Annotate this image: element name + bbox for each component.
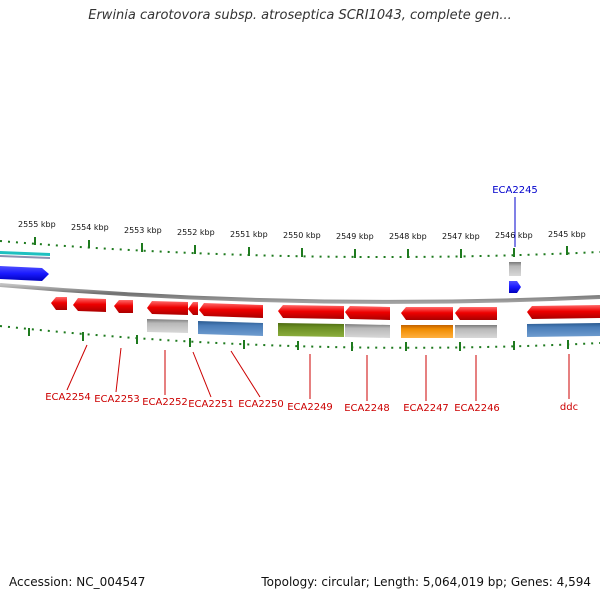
- scale-labels: 2555 kbp 2554 kbp 2553 kbp 2552 kbp 2551…: [18, 220, 586, 241]
- gene-eca2254[interactable]: [51, 297, 67, 310]
- gene-label-eca2250[interactable]: ECA2250: [238, 399, 284, 410]
- gene-label-eca2249[interactable]: ECA2249: [287, 402, 333, 413]
- leader-eca2253: [115, 347, 122, 393]
- leader-eca2250: [230, 350, 261, 398]
- green-feature-eca2249[interactable]: [278, 323, 344, 337]
- scale-label: 2546 kbp: [495, 231, 533, 240]
- leader-lines: [66, 197, 570, 401]
- gene-label-eca2252[interactable]: ECA2252: [142, 397, 188, 408]
- genome-summary: Topology: circular; Length: 5,064,019 bp…: [261, 575, 591, 589]
- gene-label-eca2247[interactable]: ECA2247: [403, 403, 449, 414]
- gene-eca2251b[interactable]: [188, 302, 198, 315]
- blue-feature-ddc[interactable]: [527, 323, 600, 337]
- gene-label-eca2248[interactable]: ECA2248: [344, 403, 390, 414]
- reverse-strand-genes[interactable]: [51, 297, 600, 320]
- scale-label: 2550 kbp: [283, 231, 321, 240]
- gene-ddc[interactable]: [527, 305, 600, 319]
- left-edge-features[interactable]: [0, 251, 50, 281]
- gene-eca2249[interactable]: [278, 305, 344, 319]
- scale-label: 2545 kbp: [548, 230, 586, 239]
- scale-label: 2551 kbp: [230, 230, 268, 239]
- scale-label: 2549 kbp: [336, 232, 374, 241]
- eca2245-features[interactable]: [509, 262, 521, 293]
- gene-label-eca2253[interactable]: ECA2253: [94, 394, 140, 405]
- gene-label-eca2251[interactable]: ECA2251: [188, 399, 234, 410]
- blue-forward-arrow[interactable]: [0, 266, 49, 281]
- cyan-feature[interactable]: [0, 251, 50, 256]
- gene-label-ddc[interactable]: ddc: [560, 402, 578, 413]
- gene-eca2246[interactable]: [455, 307, 497, 320]
- gene-label-eca2254[interactable]: ECA2254: [45, 392, 91, 403]
- scale-label: 2553 kbp: [124, 226, 162, 235]
- blue-feature-eca2250[interactable]: [198, 321, 263, 336]
- gene-labels[interactable]: ECA2254 ECA2253 ECA2252 ECA2251 ECA2250 …: [45, 185, 578, 414]
- scale-label: 2548 kbp: [389, 232, 427, 241]
- gray-feature-eca2246[interactable]: [455, 325, 497, 338]
- map-title: Erwinia carotovora subsp. atroseptica SC…: [88, 8, 512, 23]
- gene-eca2250[interactable]: [199, 303, 263, 318]
- outer-major-ticks: [34, 237, 568, 258]
- gene-label-eca2246[interactable]: ECA2246: [454, 403, 500, 414]
- leader-eca2251: [192, 351, 212, 398]
- eca2245-blue-arrow[interactable]: [509, 281, 521, 293]
- gray-feature-eca2252[interactable]: [147, 319, 188, 333]
- feature-boxes[interactable]: [147, 319, 600, 338]
- inner-ruler: [0, 325, 600, 351]
- accession-label: Accession: NC_004547: [9, 575, 146, 589]
- gray-feature-eca2248[interactable]: [345, 324, 390, 338]
- scale-label: 2555 kbp: [18, 220, 56, 229]
- scale-label: 2554 kbp: [71, 223, 109, 232]
- outer-ruler: [0, 237, 600, 259]
- leader-eca2254: [66, 344, 88, 391]
- orange-feature-eca2247[interactable]: [401, 325, 453, 338]
- gene-eca2251[interactable]: [147, 301, 188, 315]
- gene-eca2252[interactable]: [114, 300, 133, 313]
- scale-label: 2547 kbp: [442, 232, 480, 241]
- gene-label-eca2245[interactable]: ECA2245: [492, 185, 538, 196]
- inner-major-ticks: [28, 328, 569, 351]
- genome-backbone: [0, 283, 600, 304]
- gene-eca2253[interactable]: [73, 298, 106, 312]
- scale-label: 2552 kbp: [177, 228, 215, 237]
- eca2245-gray-feature[interactable]: [509, 262, 521, 276]
- gene-eca2247[interactable]: [401, 307, 453, 320]
- gray-feature[interactable]: [0, 255, 50, 259]
- gene-eca2248[interactable]: [345, 306, 390, 320]
